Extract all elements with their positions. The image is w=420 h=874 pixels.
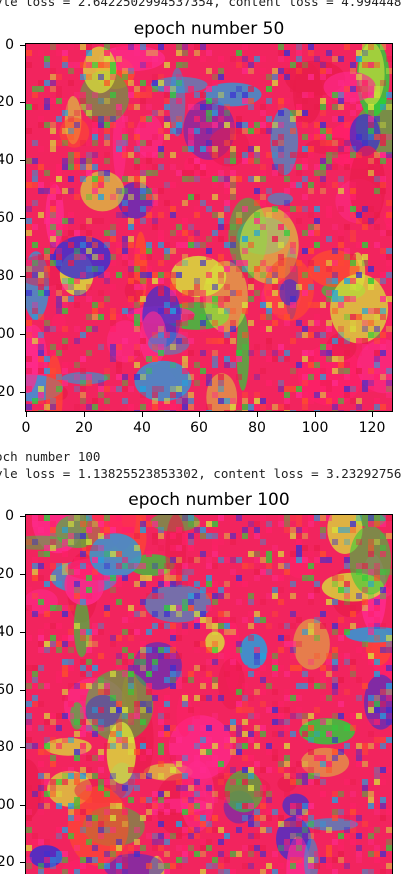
y-tick-label: 0 <box>5 37 14 53</box>
x-tick-label: 100 <box>301 420 329 436</box>
generated-image <box>25 514 393 874</box>
log-loss-line-epoch100: style loss = 1.13825523853302, content l… <box>0 466 402 481</box>
y-tick-label: 120 <box>0 854 15 870</box>
x-tick-label: 40 <box>133 420 151 436</box>
y-tick-label: 120 <box>0 384 15 400</box>
y-tick-mark <box>20 805 25 806</box>
x-tick-label: 80 <box>248 420 266 436</box>
log-epoch-header: epoch number 100 <box>0 449 101 464</box>
x-tick-mark <box>199 412 200 417</box>
y-tick-label: 80 <box>0 739 14 755</box>
x-tick-mark <box>257 412 258 417</box>
x-tick-mark <box>26 412 27 417</box>
y-tick-mark <box>20 334 25 335</box>
x-tick-mark <box>84 412 85 417</box>
y-tick-label: 60 <box>0 210 14 226</box>
y-tick-mark <box>20 747 25 748</box>
y-tick-mark <box>20 160 25 161</box>
y-tick-mark <box>20 516 25 517</box>
y-tick-mark <box>20 392 25 393</box>
y-tick-mark <box>20 276 25 277</box>
y-tick-label: 40 <box>0 624 14 640</box>
generated-image <box>25 43 393 412</box>
y-tick-label: 0 <box>5 508 14 524</box>
x-tick-label: 120 <box>358 420 386 436</box>
y-tick-mark <box>20 690 25 691</box>
y-tick-label: 80 <box>0 268 14 284</box>
y-tick-mark <box>20 218 25 219</box>
y-tick-label: 100 <box>0 326 15 342</box>
figure-title: epoch number 100 <box>128 490 290 510</box>
y-tick-label: 60 <box>0 682 14 698</box>
y-tick-label: 100 <box>0 797 15 813</box>
y-tick-mark <box>20 574 25 575</box>
y-tick-label: 40 <box>0 152 14 168</box>
figure-title: epoch number 50 <box>133 19 285 39</box>
x-tick-mark <box>372 412 373 417</box>
y-tick-mark <box>20 862 25 863</box>
y-tick-mark <box>20 45 25 46</box>
y-tick-mark <box>20 102 25 103</box>
x-tick-label: 0 <box>21 420 31 436</box>
x-tick-label: 60 <box>190 420 208 436</box>
y-tick-label: 20 <box>0 566 14 582</box>
log-loss-line-epoch50: style loss = 2.6422502994537354, content… <box>0 0 402 9</box>
x-tick-label: 20 <box>75 420 93 436</box>
y-tick-label: 20 <box>0 94 14 110</box>
y-tick-mark <box>20 632 25 633</box>
x-tick-mark <box>142 412 143 417</box>
x-tick-mark <box>315 412 316 417</box>
